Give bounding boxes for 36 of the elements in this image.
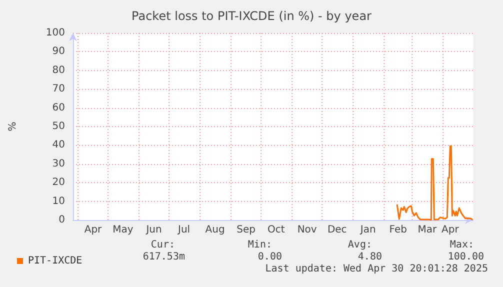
x-tick-label: Apr [442,224,460,236]
y-tick-label: 10 [52,196,65,207]
legend-label: PIT-IXCDE [28,256,82,266]
text: 617.53m [142,252,185,262]
x-tick-label: Sep [236,224,256,236]
x-tick-label: Dec [327,224,347,236]
y-tick-label: 60 [52,102,65,114]
x-tick-label: Aug [205,224,225,236]
y-tick-label: 0 [58,214,65,226]
text: Last update: Wed Apr 30 20:01:28 2025 [265,264,488,274]
x-tick-label: Oct [267,224,285,236]
x-tick-label: Jul [177,224,190,236]
x-tick-label: Feb [389,224,407,236]
y-tick-label: 70 [52,84,65,95]
text: Avg: [348,240,372,250]
y-tick-label: 90 [52,46,65,58]
y-tick-label: 80 [52,64,65,76]
y-tick-label: 20 [52,177,65,188]
text: Max: [450,240,474,250]
y-axis-title: % [8,122,18,132]
x-tick-label: Apr [84,224,103,236]
text: 0.00 [258,252,282,262]
text: Min: [248,240,272,250]
x-tick-label: Jan [359,224,376,236]
y-tick-label: 30 [52,158,65,170]
chart-title: Packet loss to PIT-IXCDE (in %) - by year [132,9,372,23]
text: 4.80 [358,252,382,262]
x-tick-label: Jun [145,224,162,236]
x-tick-label: Nov [297,224,317,236]
text: Cur: [150,240,175,250]
x-tick-label: May [112,224,134,236]
y-tick-label: 100 [46,28,65,38]
y-tick-label: 50 [52,121,65,132]
text: 100.00 [448,252,484,262]
x-tick-label: Mar [418,224,438,236]
y-tick-label: 40 [52,140,65,151]
